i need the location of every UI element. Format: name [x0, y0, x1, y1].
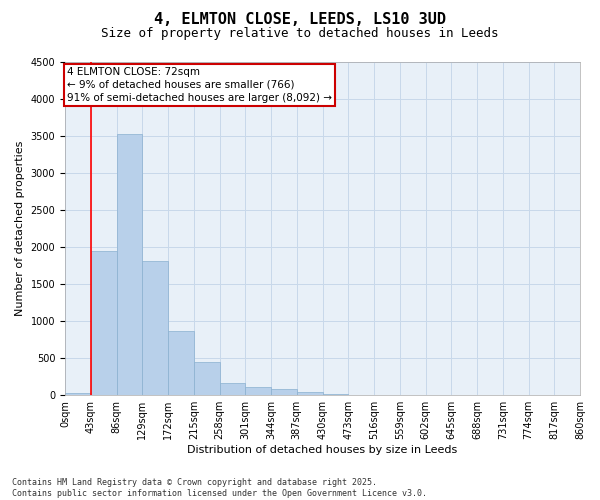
Bar	[142, 261, 168, 395]
Bar	[245, 386, 271, 395]
Y-axis label: Number of detached properties: Number of detached properties	[15, 140, 25, 316]
Bar	[91, 250, 116, 395]
Bar	[271, 388, 297, 395]
Bar	[65, 393, 91, 395]
Bar	[220, 382, 245, 395]
Bar	[297, 392, 323, 395]
Text: Contains HM Land Registry data © Crown copyright and database right 2025.
Contai: Contains HM Land Registry data © Crown c…	[12, 478, 427, 498]
Bar	[168, 332, 194, 395]
Bar	[348, 394, 374, 395]
Bar	[194, 362, 220, 395]
Bar	[116, 134, 142, 395]
Text: 4, ELMTON CLOSE, LEEDS, LS10 3UD: 4, ELMTON CLOSE, LEEDS, LS10 3UD	[154, 12, 446, 28]
X-axis label: Distribution of detached houses by size in Leeds: Distribution of detached houses by size …	[187, 445, 458, 455]
Text: Size of property relative to detached houses in Leeds: Size of property relative to detached ho…	[101, 28, 499, 40]
Bar	[323, 394, 348, 395]
Text: 4 ELMTON CLOSE: 72sqm
← 9% of detached houses are smaller (766)
91% of semi-deta: 4 ELMTON CLOSE: 72sqm ← 9% of detached h…	[67, 66, 332, 103]
